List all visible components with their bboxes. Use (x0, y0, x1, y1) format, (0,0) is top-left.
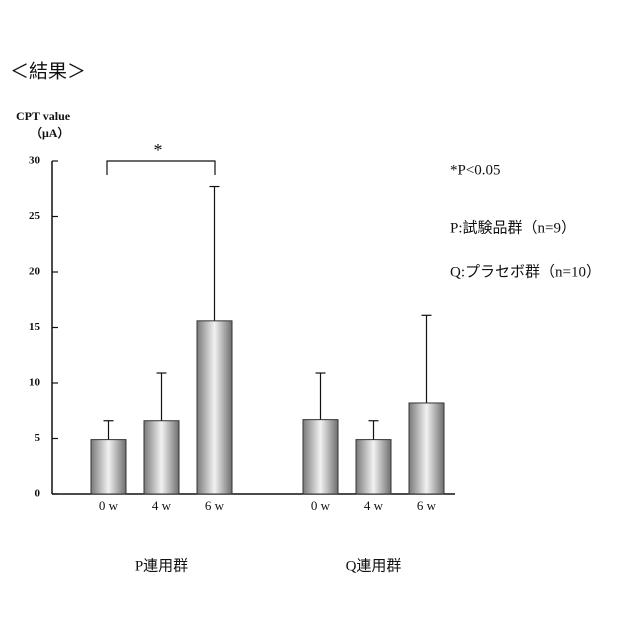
chart: ＜結果＞ CPT value （μA） * *P<0.05 P:試験品群（n=9… (0, 0, 640, 640)
x-tick-label: 4 w (152, 498, 172, 513)
x-tick-label: 0 w (311, 498, 331, 513)
significance-mark: * (154, 140, 163, 160)
note: *P<0.05 (450, 162, 501, 178)
bar (91, 440, 126, 494)
x-tick-label: 0 w (99, 498, 119, 513)
y-tick-label: 25 (29, 210, 41, 222)
y-tick-label: 15 (29, 321, 41, 333)
note: Q:プラセボ群（n=10） (450, 263, 601, 280)
significance-bracket (107, 161, 215, 175)
x-tick-label: 4 w (364, 498, 384, 513)
x-tick-label: 6 w (417, 498, 437, 513)
bar (303, 420, 338, 494)
y-tick-label: 20 (29, 266, 41, 278)
y-axis-label: CPT value (16, 109, 71, 123)
group-label: P連用群 (135, 557, 188, 574)
y-tick-label: 30 (29, 155, 41, 167)
y-tick-label: 5 (35, 432, 41, 444)
chart-title: ＜結果＞ (10, 60, 86, 82)
group-label: Q連用群 (346, 557, 402, 574)
bar (144, 421, 179, 494)
y-tick-label: 10 (29, 377, 41, 389)
bar (197, 321, 232, 494)
y-tick-label: 0 (35, 488, 41, 500)
bar (409, 403, 444, 494)
note: P:試験品群（n=9） (450, 219, 576, 236)
bar (356, 440, 391, 494)
y-axis-unit: （μA） (30, 125, 69, 140)
x-tick-label: 6 w (205, 498, 225, 513)
